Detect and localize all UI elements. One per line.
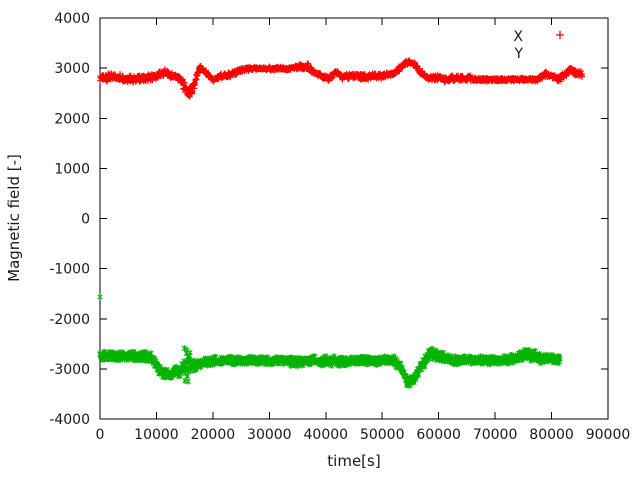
x-tick-label: 40000 xyxy=(304,427,349,443)
y-tick-label: 3000 xyxy=(54,61,90,77)
axes: 0 10000 20000 30000 40000 50000 60000 70000 8000… xyxy=(49,11,630,443)
y-tick-label: -2000 xyxy=(49,312,90,328)
y-tick-label: -1000 xyxy=(49,262,90,278)
y-tick-label: 2000 xyxy=(54,111,90,127)
series-y-points xyxy=(97,293,563,389)
legend-label-y: Y xyxy=(513,46,523,62)
legend-marker-x xyxy=(556,31,564,39)
x-tick-label: 60000 xyxy=(416,427,461,443)
x-tick-label: 50000 xyxy=(360,427,405,443)
y-tick-label: 4000 xyxy=(54,11,90,27)
x-axis-title: time[s] xyxy=(327,452,380,470)
x-tick-label: 10000 xyxy=(134,427,179,443)
x-tick-label: 0 xyxy=(96,427,105,443)
y-tick-label: -4000 xyxy=(49,412,90,428)
x-tick-label: 30000 xyxy=(247,427,292,443)
y-tick-label: -3000 xyxy=(49,362,90,378)
legend: XY xyxy=(513,29,564,62)
x-tick-label: 70000 xyxy=(473,427,518,443)
data-series xyxy=(97,57,585,389)
x-tick-label: 80000 xyxy=(529,427,574,443)
x-tick-label: 20000 xyxy=(191,427,236,443)
legend-label-x: X xyxy=(513,29,523,45)
x-tick-label: 90000 xyxy=(586,427,631,443)
y-tick-label: 0 xyxy=(81,212,90,228)
y-tick-label: 1000 xyxy=(54,161,90,177)
y-axis-title: Magnetic field [-] xyxy=(5,154,23,282)
series-x-points xyxy=(97,57,585,100)
